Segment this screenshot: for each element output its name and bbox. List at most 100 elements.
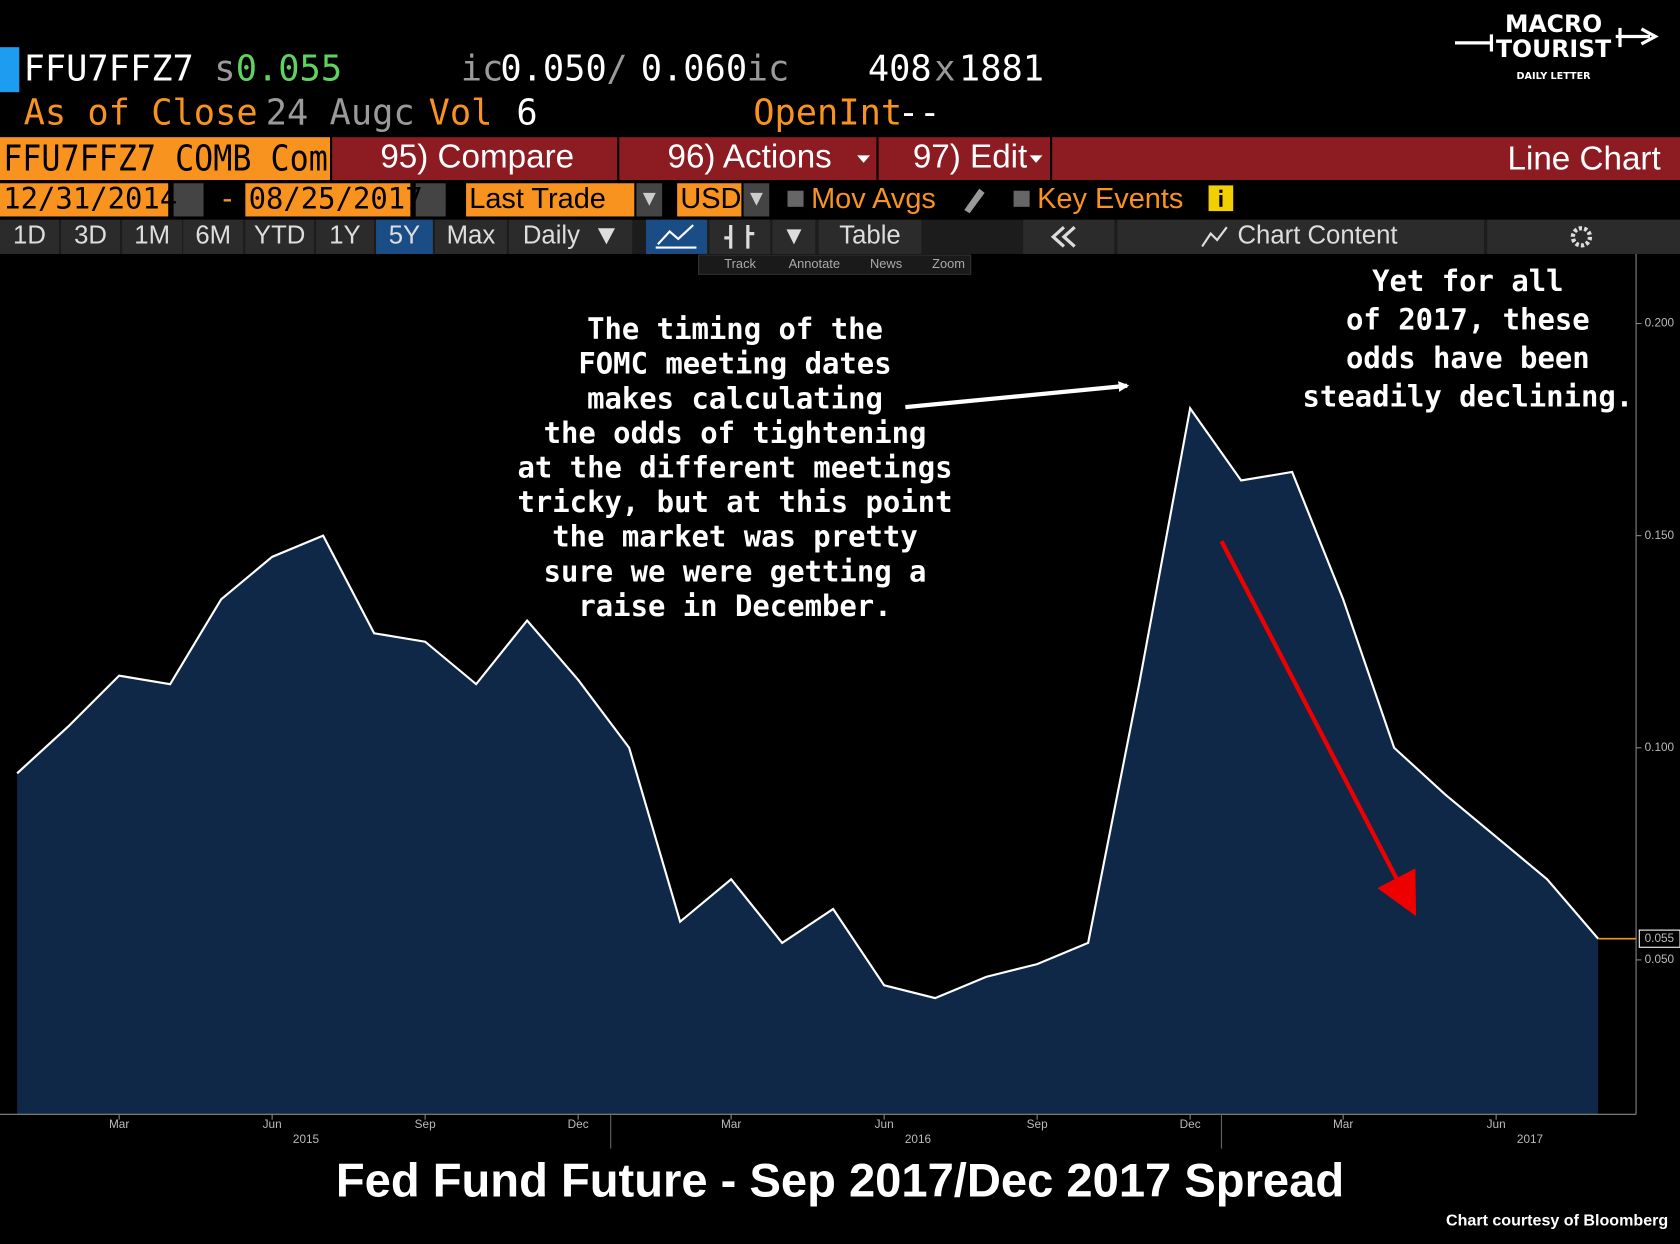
y-tick-label: 0.100 bbox=[1645, 741, 1675, 754]
gear-icon bbox=[1570, 226, 1593, 248]
checkbox[interactable] bbox=[787, 190, 804, 207]
logo-text: DAILY LETTER bbox=[1517, 71, 1592, 82]
ask-suffix: ic bbox=[747, 49, 790, 90]
trend-arrow bbox=[1219, 540, 1417, 917]
x-tick-label: Mar bbox=[109, 1118, 129, 1131]
dropdown-arrow bbox=[786, 229, 802, 245]
last-value-label: 0.055 bbox=[1645, 932, 1675, 945]
compare-menu[interactable]: 95) Compare bbox=[380, 138, 574, 175]
chart-content-icon bbox=[1201, 226, 1228, 248]
annotation: sure we were getting a bbox=[544, 554, 927, 588]
y-tick-label: 0.150 bbox=[1645, 529, 1675, 542]
period-tab[interactable] bbox=[0, 219, 59, 254]
period-label: Max bbox=[447, 222, 496, 250]
bid-size: 408 bbox=[868, 49, 932, 90]
bar-chart-button[interactable] bbox=[709, 219, 771, 254]
annotation: of 2017, these bbox=[1346, 302, 1590, 336]
period-tab[interactable] bbox=[122, 219, 183, 254]
annotation: FOMC meeting dates bbox=[578, 347, 891, 381]
period-tab[interactable] bbox=[245, 219, 314, 254]
dropdown-arrow bbox=[1029, 155, 1043, 163]
annotation: the market was pretty bbox=[552, 520, 917, 554]
period-label: 1M bbox=[134, 222, 170, 250]
field-select[interactable] bbox=[466, 183, 635, 217]
security-field[interactable] bbox=[0, 137, 330, 181]
period-label: 1Y bbox=[329, 222, 360, 250]
settings-button[interactable] bbox=[1487, 219, 1680, 254]
x-tick-label: Mar bbox=[1333, 1118, 1353, 1131]
dropdown-arrow bbox=[750, 192, 763, 206]
security: FFU7FFZ7 COMB Com bbox=[3, 139, 328, 180]
y-tick-label: 0.200 bbox=[1645, 317, 1675, 330]
annotation: makes calculating bbox=[587, 381, 883, 415]
bar-chart-icon bbox=[724, 225, 755, 249]
y-tick-label: 0.050 bbox=[1645, 953, 1675, 966]
dropdown-arrow bbox=[597, 228, 615, 245]
table-button[interactable] bbox=[818, 219, 922, 254]
year-label: 2017 bbox=[1517, 1133, 1543, 1146]
moving-averages[interactable]: Mov Avgs bbox=[811, 183, 936, 215]
calendar-button[interactable] bbox=[415, 183, 446, 217]
x-tick-label: Dec bbox=[1180, 1118, 1201, 1131]
annotation: at the different meetings bbox=[517, 451, 952, 485]
checkbox[interactable] bbox=[1013, 190, 1030, 207]
end-date-field[interactable] bbox=[245, 183, 411, 217]
open-interest: -- bbox=[898, 93, 941, 134]
x-tick-label: Dec bbox=[568, 1118, 589, 1131]
ask: 0.060 bbox=[641, 49, 747, 90]
period-tab[interactable] bbox=[316, 219, 374, 254]
last-value-box bbox=[1638, 929, 1680, 948]
annotation: raise in December. bbox=[578, 589, 891, 623]
as-of-date: 24 Augc bbox=[266, 93, 415, 134]
period-tab[interactable] bbox=[376, 219, 433, 254]
period-label: 1D bbox=[13, 222, 46, 250]
tools-bar bbox=[698, 254, 972, 275]
collapse-icon bbox=[1050, 225, 1076, 248]
year-label: 2015 bbox=[293, 1133, 320, 1146]
credit: Chart courtesy of Bloomberg bbox=[1446, 1212, 1668, 1230]
tool-button[interactable]: Zoom bbox=[932, 256, 965, 271]
annotation: steadily declining. bbox=[1303, 380, 1634, 414]
actions-menu[interactable]: 96) Actions bbox=[668, 138, 832, 175]
logo-arrow bbox=[1615, 27, 1659, 48]
annotation: Yet for all bbox=[1372, 264, 1563, 298]
frequency-select[interactable] bbox=[508, 219, 633, 254]
separator: / bbox=[606, 49, 627, 90]
annotation: odds have been bbox=[1346, 341, 1590, 375]
period-tab[interactable] bbox=[61, 219, 120, 254]
edit-menu[interactable]: 97) Edit bbox=[913, 138, 1027, 175]
tool-button[interactable]: News bbox=[870, 256, 902, 271]
security-marker bbox=[0, 47, 20, 93]
start-date-field[interactable] bbox=[0, 183, 169, 217]
chart-content-button[interactable] bbox=[1117, 219, 1484, 254]
annotation-arrow bbox=[905, 381, 1130, 410]
pencil-icon[interactable] bbox=[964, 188, 985, 214]
line-chart-icon bbox=[655, 224, 697, 249]
area bbox=[17, 408, 1599, 1115]
key-events[interactable]: Key Events bbox=[1037, 183, 1183, 215]
tool-button[interactable]: Annotate bbox=[789, 256, 840, 271]
x-tick-label: Sep bbox=[415, 1118, 436, 1131]
period-label: 6M bbox=[195, 222, 231, 250]
calendar-button[interactable] bbox=[173, 183, 204, 217]
info-icon-glyph bbox=[1219, 189, 1223, 193]
table-label: Table bbox=[839, 222, 900, 250]
volume-label: Vol bbox=[429, 93, 493, 134]
x-tick-label: Mar bbox=[721, 1118, 741, 1131]
date-dash: - bbox=[219, 181, 236, 215]
collapse-button[interactable] bbox=[1023, 219, 1115, 254]
period-tab[interactable] bbox=[435, 219, 507, 254]
period-tab[interactable] bbox=[183, 219, 244, 254]
currency-select[interactable] bbox=[677, 183, 742, 217]
dropdown-arrow bbox=[857, 155, 870, 163]
as-of-label: As of Close bbox=[24, 93, 258, 134]
frequency: Daily bbox=[523, 222, 580, 250]
tool-button[interactable]: Track bbox=[724, 256, 756, 271]
last-price: 0.055 bbox=[236, 49, 342, 90]
end-date: 08/25/2017 bbox=[249, 181, 423, 215]
period-label: 3D bbox=[74, 222, 107, 250]
period-label: 5Y bbox=[389, 222, 420, 250]
dropdown-arrow bbox=[642, 192, 656, 206]
chart-content-label: Chart Content bbox=[1238, 222, 1398, 250]
x-tick-label: Jun bbox=[875, 1118, 894, 1131]
